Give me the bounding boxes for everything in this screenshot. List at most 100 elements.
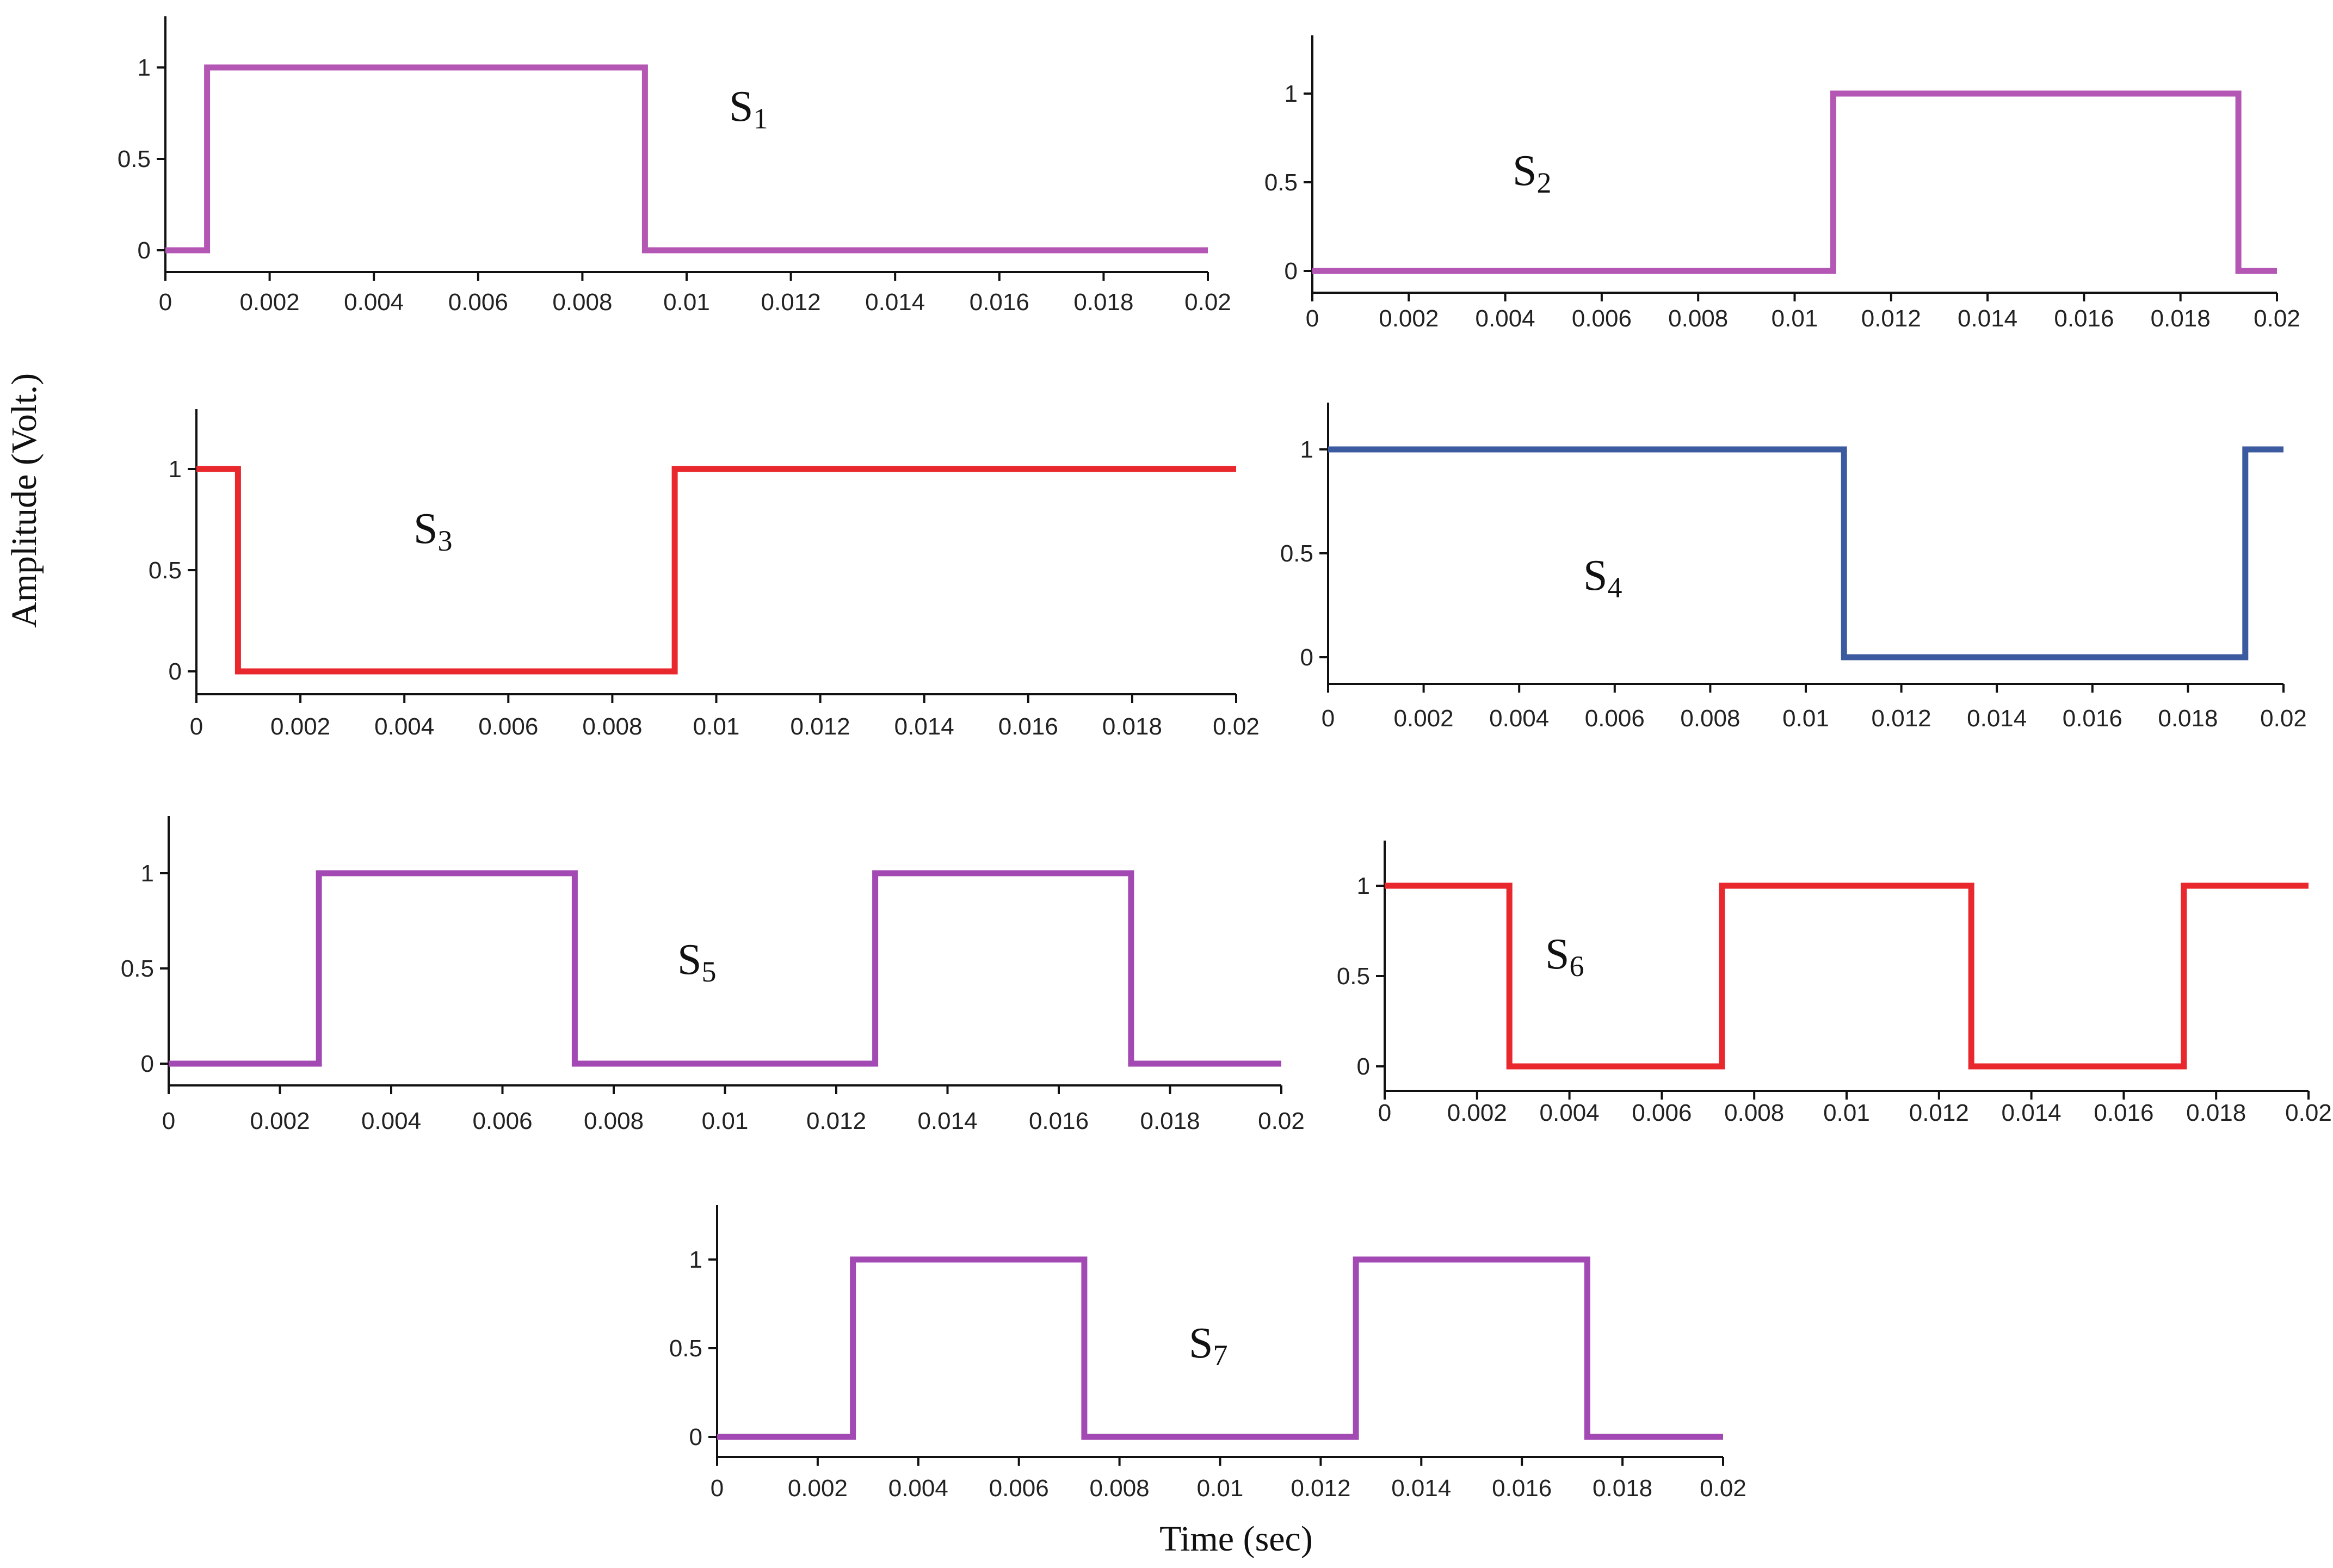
x-tick-label: 0.02	[1184, 289, 1231, 316]
x-tick-label: 0.006	[989, 1475, 1049, 1502]
y-tick-label: 0	[1357, 1053, 1370, 1080]
x-tick-label: 0.016	[1492, 1475, 1552, 1502]
x-tick-label: 0.008	[1090, 1475, 1150, 1502]
y-tick-label: 0	[1285, 258, 1298, 285]
x-tick-label: 0.012	[1909, 1100, 1969, 1126]
x-tick-label: 0.002	[1379, 305, 1439, 332]
signal-name-label: S5	[677, 936, 717, 988]
y-tick-label: 0.5	[118, 146, 151, 172]
y-tick-label: 0	[1300, 644, 1313, 671]
x-tick-label: 0.02	[1258, 1108, 1305, 1134]
x-tick-label: 0.014	[917, 1108, 977, 1134]
signal-panel-1: 0 0.002 0.004 0.006 0.008 0.01 0.012 0.014 0.016…	[118, 16, 1231, 316]
x-tick-label: 0.016	[970, 289, 1029, 316]
x-tick-label: 0.018	[1073, 289, 1133, 316]
x-tick-label: 0.01	[1197, 1475, 1244, 1502]
y-tick-label: 0	[138, 237, 151, 264]
x-tick-label: 0.01	[663, 289, 710, 316]
x-tick-label: 0.012	[1291, 1475, 1350, 1502]
x-tick-label: 0.018	[1593, 1475, 1652, 1502]
x-tick-label: 0.004	[361, 1108, 421, 1134]
x-tick-label: 0.014	[894, 713, 954, 740]
x-tick-label: 0.02	[2285, 1100, 2332, 1126]
x-tick-label: 0.004	[344, 289, 404, 316]
signal-line	[717, 1256, 1723, 1440]
y-tick-label: 0.5	[669, 1335, 702, 1362]
x-tick-label: 0.01	[1772, 305, 1818, 332]
signal-line	[1312, 90, 2277, 274]
y-tick-label: 0	[169, 658, 182, 685]
x-tick-label: 0.014	[1967, 705, 2027, 732]
y-tick-label: 1	[689, 1246, 702, 1273]
y-tick-label: 0.5	[1264, 169, 1298, 196]
x-tick-label: 0.01	[693, 713, 740, 740]
signal-line	[196, 466, 1236, 675]
x-tick-label: 0.018	[2158, 705, 2218, 732]
x-tick-label: 0.002	[250, 1108, 310, 1134]
y-tick-label: 0	[689, 1424, 702, 1450]
x-tick-label: 0.01	[702, 1108, 749, 1134]
x-tick-label: 0	[1322, 705, 1335, 732]
signal-panel-7: 0 0.002 0.004 0.006 0.008 0.01 0.012 0.014 0.016…	[669, 1205, 1746, 1502]
x-tick-label: 0.016	[998, 713, 1058, 740]
x-tick-label: 0.012	[791, 713, 850, 740]
signal-name-label: S7	[1189, 1319, 1228, 1372]
x-tick-label: 0.004	[1476, 305, 1535, 332]
x-tick-label: 0.012	[761, 289, 821, 316]
x-tick-label: 0.014	[1958, 305, 2017, 332]
x-tick-label: 0.004	[888, 1475, 948, 1502]
signal-name-label: S6	[1545, 930, 1584, 983]
x-axis-label: Time (sec)	[1159, 1519, 1313, 1559]
y-tick-label: 0.5	[1337, 963, 1370, 990]
x-tick-label: 0.018	[1102, 713, 1162, 740]
x-tick-label: 0.012	[1872, 705, 1931, 732]
x-tick-label: 0.02	[1213, 713, 1260, 740]
x-tick-label: 0	[159, 289, 172, 316]
x-tick-label: 0	[1306, 305, 1319, 332]
x-tick-label: 0.02	[2260, 705, 2307, 732]
x-tick-label: 0.002	[788, 1475, 848, 1502]
x-tick-label: 0	[711, 1475, 724, 1502]
y-tick-label: 0.5	[149, 557, 182, 584]
x-tick-label: 0	[190, 713, 203, 740]
x-tick-label: 0.012	[1861, 305, 1921, 332]
x-tick-label: 0.016	[1029, 1108, 1089, 1134]
x-tick-label: 0.004	[1489, 705, 1549, 732]
x-tick-label: 0.014	[865, 289, 925, 316]
signal-panel-4: 0 0.002 0.004 0.006 0.008 0.01 0.012 0.014 0.016…	[1280, 403, 2307, 732]
x-tick-label: 0.018	[2186, 1100, 2246, 1126]
x-tick-label: 0.008	[582, 713, 642, 740]
y-tick-label: 0.5	[1280, 540, 1313, 567]
x-tick-label: 0.018	[1140, 1108, 1200, 1134]
x-tick-label: 0.006	[448, 289, 508, 316]
signal-name-label: S3	[413, 505, 453, 557]
x-tick-label: 0.002	[240, 289, 300, 316]
signal-line	[165, 64, 1208, 254]
x-tick-label: 0.008	[1724, 1100, 1784, 1126]
y-tick-label: 0.5	[121, 955, 154, 982]
y-tick-label: 1	[138, 54, 151, 81]
x-tick-label: 0.018	[2151, 305, 2211, 332]
signal-panel-3: 0 0.002 0.004 0.006 0.008 0.01 0.012 0.014 0.016…	[149, 409, 1260, 740]
signal-name-label: S1	[729, 83, 768, 135]
x-tick-label: 0.012	[806, 1108, 866, 1134]
signal-name-label: S2	[1513, 147, 1552, 199]
x-tick-label: 0.008	[1680, 705, 1740, 732]
signal-panel-6: 0 0.002 0.004 0.006 0.008 0.01 0.012 0.014 0.016…	[1337, 841, 2332, 1126]
x-tick-label: 0.002	[1394, 705, 1454, 732]
signal-panel-2: 0 0.002 0.004 0.006 0.008 0.01 0.012 0.014 0.016…	[1264, 35, 2300, 332]
x-tick-label: 0.02	[2254, 305, 2300, 332]
x-tick-label: 0.008	[584, 1108, 644, 1134]
x-tick-label: 0.01	[1823, 1100, 1870, 1126]
x-tick-label: 0.016	[2063, 705, 2122, 732]
x-tick-label: 0.016	[2054, 305, 2114, 332]
x-tick-label: 0.006	[478, 713, 538, 740]
signal-line	[1328, 446, 2283, 660]
x-tick-label: 0.01	[1782, 705, 1829, 732]
y-tick-label: 1	[141, 860, 154, 887]
y-tick-label: 0	[141, 1051, 154, 1077]
y-tick-label: 1	[1300, 436, 1313, 463]
x-tick-label: 0.016	[2094, 1100, 2153, 1126]
signal-name-label: S4	[1583, 552, 1622, 604]
x-tick-label: 0.006	[472, 1108, 532, 1134]
